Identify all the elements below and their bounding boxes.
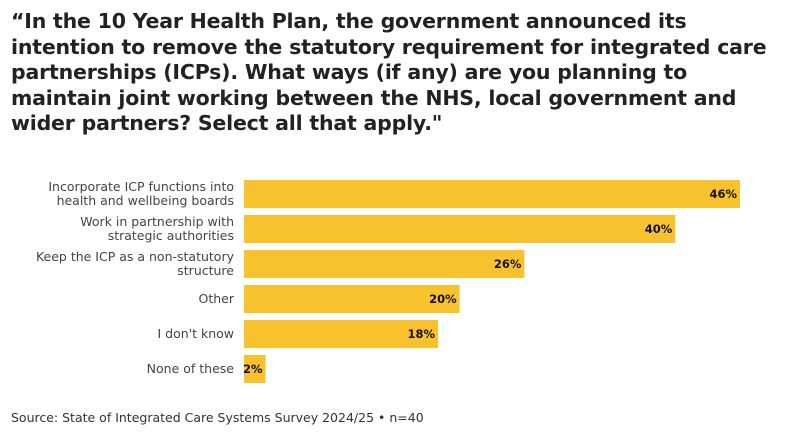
category-label-3-line-0: Other	[199, 291, 235, 306]
value-label-3: 20%	[429, 292, 457, 306]
question-title: “In the 10 Year Health Plan, the governm…	[11, 9, 767, 135]
value-label-2: 26%	[494, 257, 522, 271]
value-label-4: 18%	[408, 327, 436, 341]
category-label-2-line-0: Keep the ICP as a non-statutory	[36, 249, 235, 264]
bar-3	[244, 285, 460, 313]
category-label-5-line-0: None of these	[147, 361, 235, 376]
bar-1	[244, 215, 676, 243]
bar-5	[244, 355, 266, 383]
category-label-1-line-1: strategic authorities	[108, 228, 234, 243]
category-label-0-line-1: health and wellbeing boards	[57, 193, 234, 208]
category-label-4-line-0: I don't know	[157, 326, 234, 341]
category-label-1-line-0: Work in partnership with	[80, 214, 234, 229]
value-label-0: 46%	[709, 187, 737, 201]
source-note: Source: State of Integrated Care Systems…	[11, 410, 424, 425]
value-label-5: 2%	[243, 362, 263, 376]
category-label-2-line-1: structure	[177, 263, 234, 278]
horizontal-bar-chart: 46% Incorporate ICP functions intohealth …	[36, 179, 740, 383]
bar-0	[244, 180, 740, 208]
bar-4	[244, 320, 439, 348]
value-label-1: 40%	[645, 222, 673, 236]
bar-2	[244, 250, 525, 278]
category-label-0-line-0: Incorporate ICP functions into	[48, 179, 234, 194]
